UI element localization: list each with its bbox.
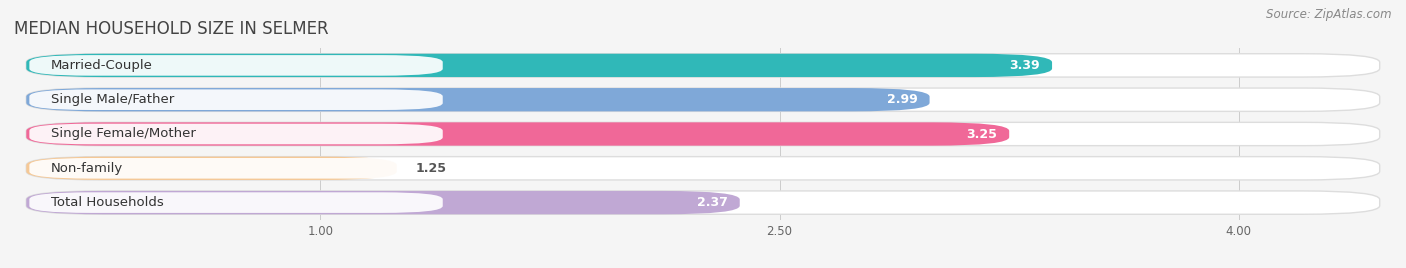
Text: Single Female/Mother: Single Female/Mother — [51, 128, 195, 140]
Text: MEDIAN HOUSEHOLD SIZE IN SELMER: MEDIAN HOUSEHOLD SIZE IN SELMER — [14, 20, 329, 38]
FancyBboxPatch shape — [27, 88, 929, 111]
Text: 2.99: 2.99 — [887, 93, 917, 106]
FancyBboxPatch shape — [30, 90, 443, 110]
FancyBboxPatch shape — [30, 158, 443, 178]
Text: 3.39: 3.39 — [1010, 59, 1040, 72]
Text: Single Male/Father: Single Male/Father — [51, 93, 174, 106]
FancyBboxPatch shape — [27, 88, 1379, 111]
FancyBboxPatch shape — [27, 191, 740, 214]
FancyBboxPatch shape — [27, 157, 1379, 180]
FancyBboxPatch shape — [27, 54, 1379, 77]
Text: Source: ZipAtlas.com: Source: ZipAtlas.com — [1267, 8, 1392, 21]
FancyBboxPatch shape — [27, 54, 1052, 77]
Text: 2.37: 2.37 — [696, 196, 727, 209]
FancyBboxPatch shape — [30, 124, 443, 144]
Text: 1.25: 1.25 — [415, 162, 446, 175]
FancyBboxPatch shape — [27, 191, 1379, 214]
FancyBboxPatch shape — [27, 122, 1379, 146]
FancyBboxPatch shape — [27, 157, 396, 180]
FancyBboxPatch shape — [30, 55, 443, 76]
Text: 3.25: 3.25 — [966, 128, 997, 140]
FancyBboxPatch shape — [30, 192, 443, 213]
Text: Non-family: Non-family — [51, 162, 124, 175]
FancyBboxPatch shape — [27, 122, 1010, 146]
Text: Total Households: Total Households — [51, 196, 163, 209]
Text: Married-Couple: Married-Couple — [51, 59, 153, 72]
